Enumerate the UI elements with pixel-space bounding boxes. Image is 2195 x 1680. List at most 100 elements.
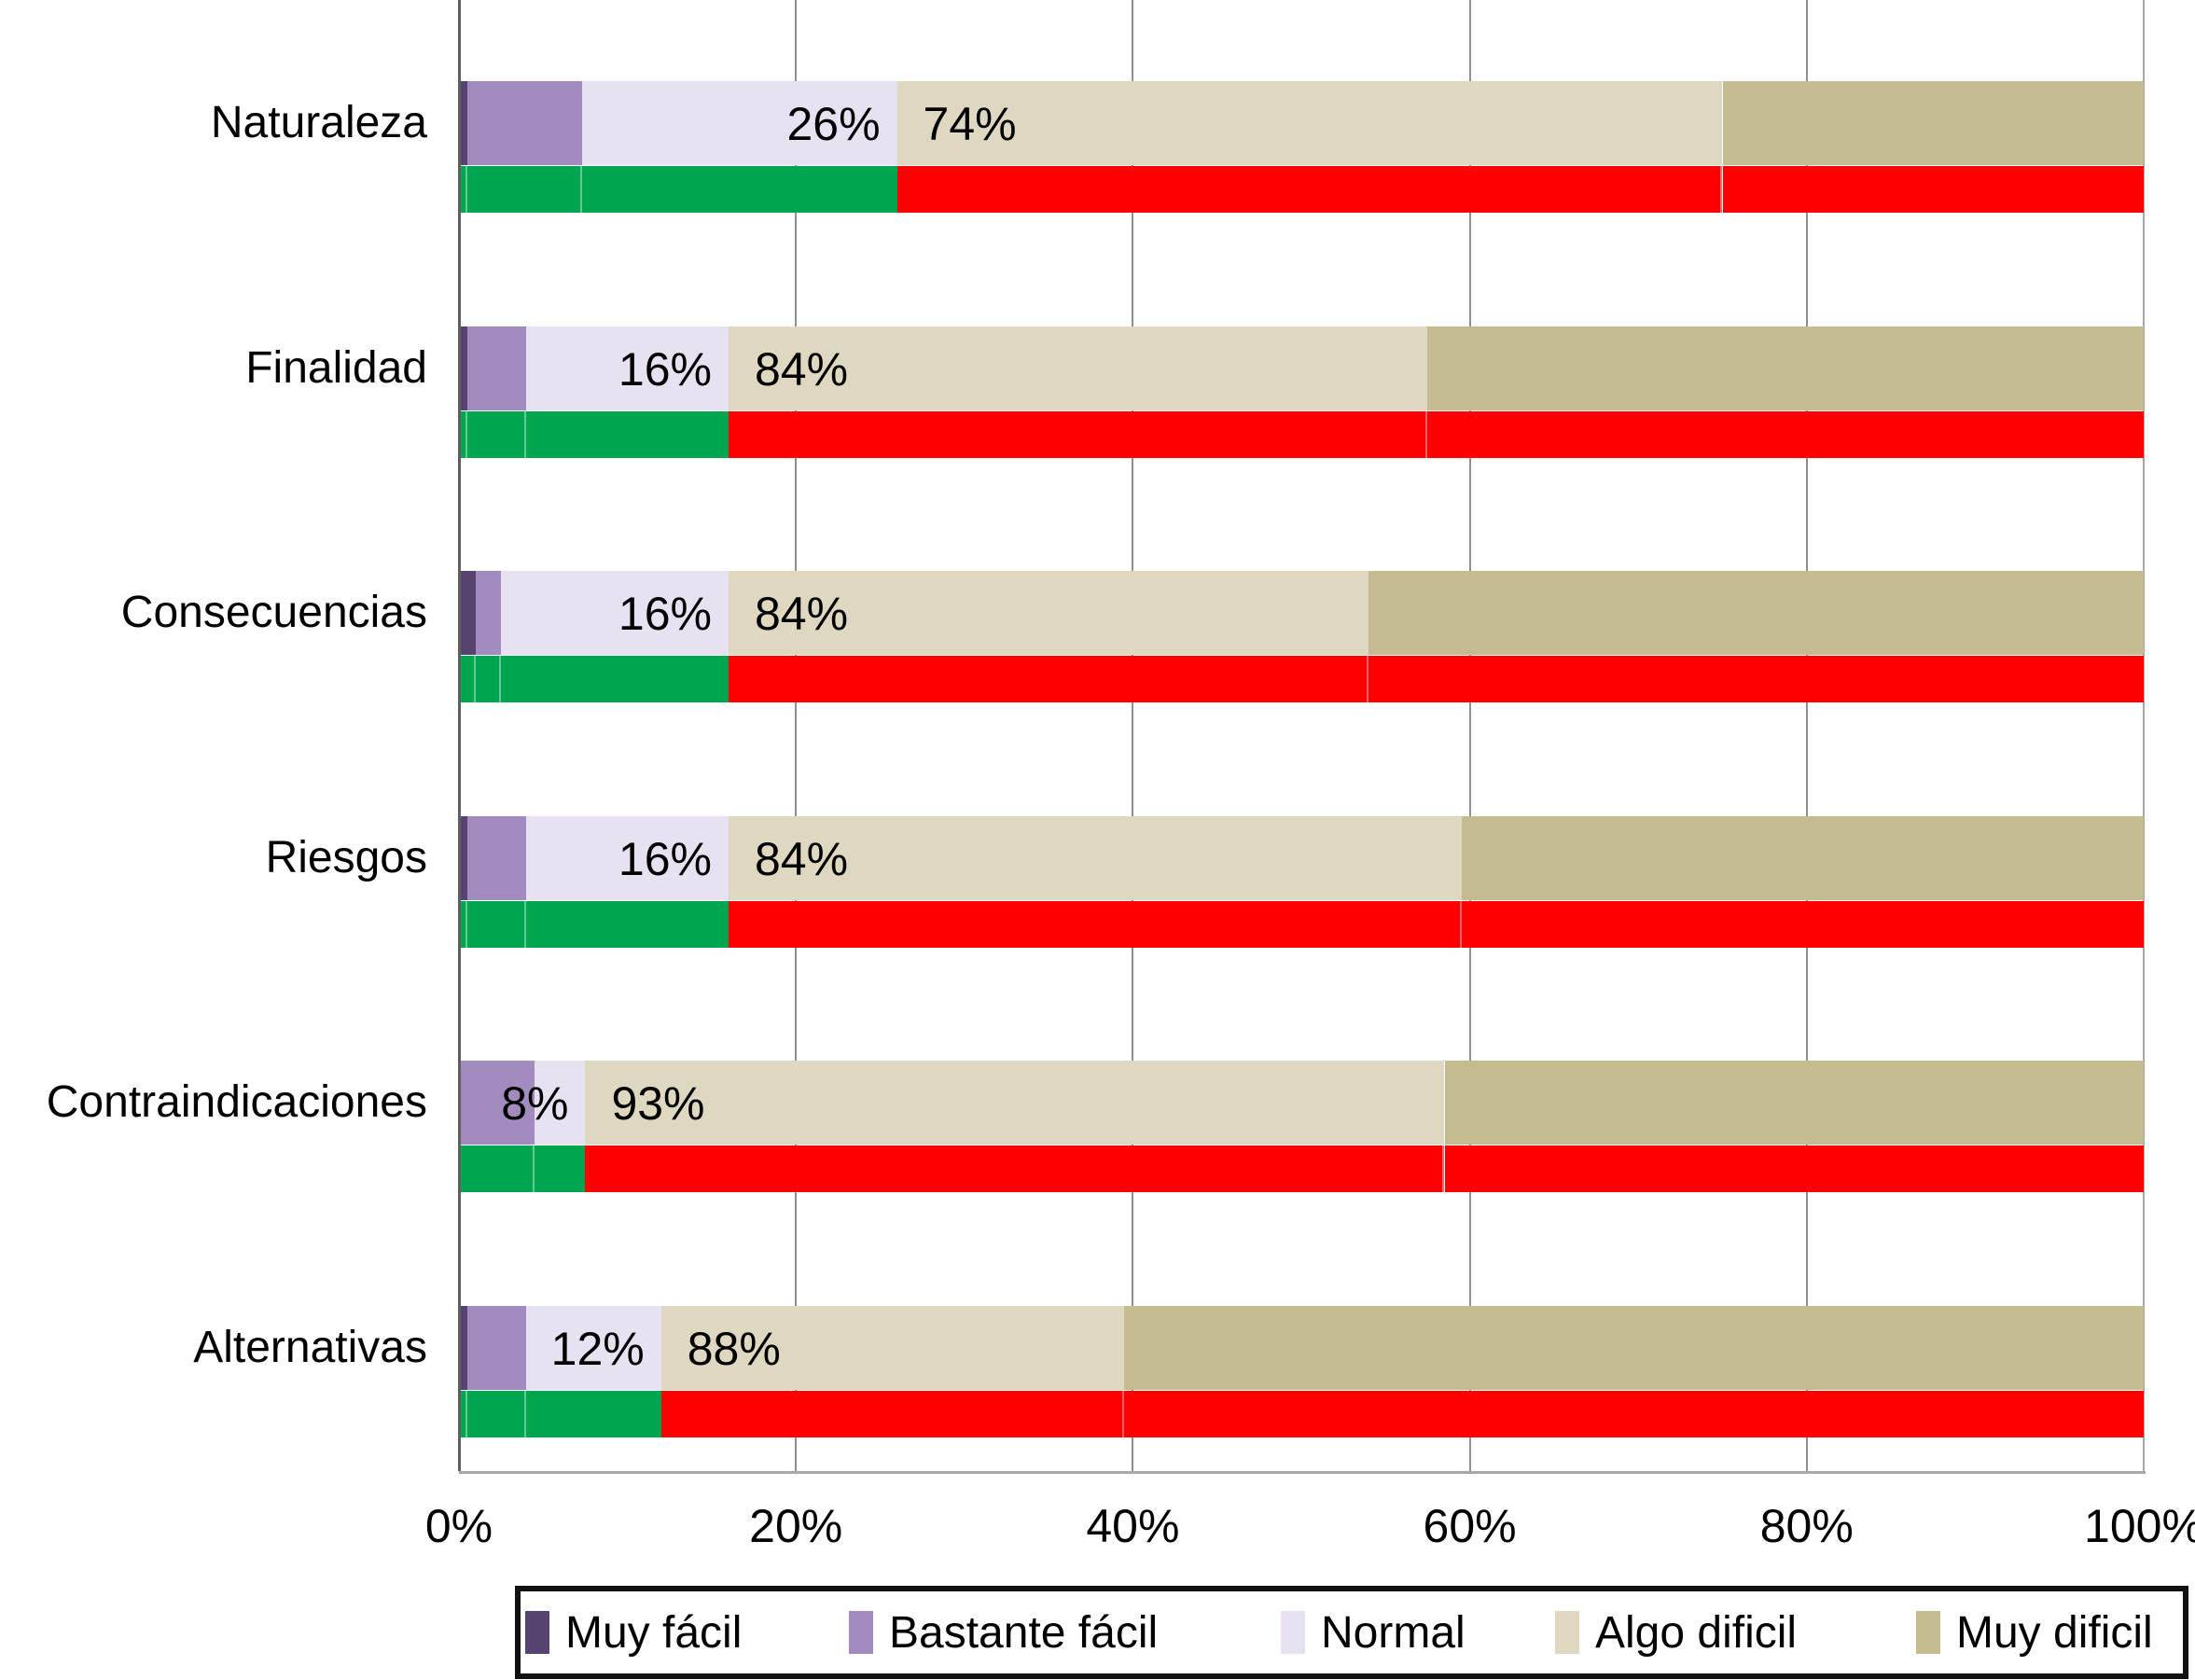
stacked-bar-row: 16% 84% [459, 571, 2144, 655]
category-label-1: Finalidad [245, 343, 427, 393]
bar-label-difficult: 93% [611, 1077, 705, 1130]
bar-segment [459, 816, 468, 900]
plot-bottom-border [459, 1471, 2146, 1474]
legend-item-1: Muy fácil [525, 1591, 742, 1673]
summary-segment [728, 656, 1369, 702]
summary-segment [585, 1145, 1445, 1192]
bar-segment [467, 326, 527, 410]
gridline-40% [1132, 0, 1134, 1471]
bar-segment [526, 1306, 661, 1390]
bar-segment [501, 571, 729, 655]
bar-segment [660, 1306, 1125, 1390]
category-label-5: Alternativas [193, 1323, 427, 1372]
legend-item-2: Bastante fácil [849, 1591, 1158, 1673]
bar-segment [1427, 326, 2144, 410]
summary-bar-row [459, 1391, 2144, 1437]
category-label-0: Naturaleza [210, 98, 427, 147]
bar-segment [526, 816, 729, 900]
stacked-bar-row: 8% 93% [459, 1061, 2144, 1145]
summary-segment [1444, 1145, 2144, 1192]
category-label-2: Consecuencias [120, 588, 427, 637]
x-tick-60%: 60% [1423, 1500, 1517, 1552]
bar-segment [459, 1306, 468, 1390]
summary-segment [467, 411, 527, 458]
summary-segment [896, 166, 1723, 213]
stacked-bar-row: 26% 74% [459, 81, 2144, 165]
bar-label-easy: 16% [618, 343, 712, 396]
summary-segment [535, 1145, 586, 1192]
bar-segment [467, 81, 582, 165]
bar-label-easy: 26% [786, 98, 881, 150]
gridline-100% [2143, 0, 2145, 1471]
summary-segment [526, 411, 729, 458]
summary-segment [526, 1391, 661, 1437]
legend-label: Bastante fácil [889, 1607, 1159, 1658]
bar-label-easy: 8% [501, 1077, 569, 1130]
bar-segment [535, 1061, 586, 1145]
legend-swatch [849, 1611, 873, 1654]
summary-bar-row [459, 411, 2144, 458]
bar-label-difficult: 84% [754, 343, 849, 396]
bar-segment [1124, 1306, 2144, 1390]
summary-bar-row [459, 656, 2144, 702]
bar-label-difficult: 84% [754, 833, 849, 885]
bar-segment [1722, 81, 2144, 165]
summary-segment [1124, 1391, 2144, 1437]
bar-label-easy: 16% [618, 588, 712, 640]
legend-swatch [1555, 1611, 1579, 1654]
x-tick-100%: 100% [2084, 1500, 2195, 1552]
summary-bar-row [459, 1145, 2144, 1192]
summary-segment [459, 656, 477, 702]
summary-segment [459, 1391, 468, 1437]
bar-segment [459, 571, 477, 655]
legend-swatch [1281, 1611, 1305, 1654]
summary-segment [467, 166, 582, 213]
summary-segment [501, 656, 729, 702]
summary-bar-row [459, 166, 2144, 213]
summary-segment [728, 901, 1462, 948]
summary-segment [728, 411, 1428, 458]
bar-segment [1461, 816, 2144, 900]
bar-label-easy: 12% [550, 1323, 645, 1375]
y-axis-line [458, 0, 461, 1471]
x-tick-80%: 80% [1759, 1500, 1854, 1552]
summary-segment [459, 901, 468, 948]
legend-item-4: Algo dificil [1555, 1591, 1797, 1673]
stacked-bar-row: 12% 88% [459, 1306, 2144, 1390]
stacked-bar-row: 16% 84% [459, 816, 2144, 900]
bar-segment [526, 326, 729, 410]
gridline-60% [1468, 0, 1471, 1471]
summary-segment [459, 1145, 535, 1192]
bar-segment [1368, 571, 2144, 655]
legend-item-5: Muy dificil [1916, 1591, 2153, 1673]
summary-segment [526, 901, 729, 948]
bar-segment [459, 81, 468, 165]
bar-segment [581, 81, 897, 165]
summary-segment [467, 1391, 527, 1437]
bar-segment [896, 81, 1723, 165]
bar-label-difficult: 74% [923, 98, 1017, 150]
category-label-4: Contraindicaciones [46, 1077, 427, 1127]
bar-segment [728, 326, 1428, 410]
bar-segment [728, 571, 1369, 655]
bar-segment [728, 816, 1462, 900]
bar-label-easy: 16% [618, 833, 712, 885]
summary-segment [660, 1391, 1125, 1437]
bar-segment [467, 816, 527, 900]
category-label-3: Riesgos [265, 833, 427, 882]
summary-segment [1427, 411, 2144, 458]
summary-segment [476, 656, 502, 702]
stacked-bar-row: 16% 84% [459, 326, 2144, 410]
x-tick-40%: 40% [1086, 1500, 1180, 1552]
summary-segment [459, 166, 468, 213]
x-tick-20%: 20% [749, 1500, 843, 1552]
legend-item-3: Normal [1281, 1591, 1466, 1673]
bar-label-difficult: 88% [687, 1323, 781, 1375]
legend-swatch [1916, 1611, 1940, 1654]
legend-label: Normal [1321, 1607, 1466, 1658]
legend: Muy fácil Bastante fácil Normal Algo difici… [515, 1586, 2188, 1679]
bar-segment [585, 1061, 1445, 1145]
summary-bar-row [459, 901, 2144, 948]
summary-segment [467, 901, 527, 948]
